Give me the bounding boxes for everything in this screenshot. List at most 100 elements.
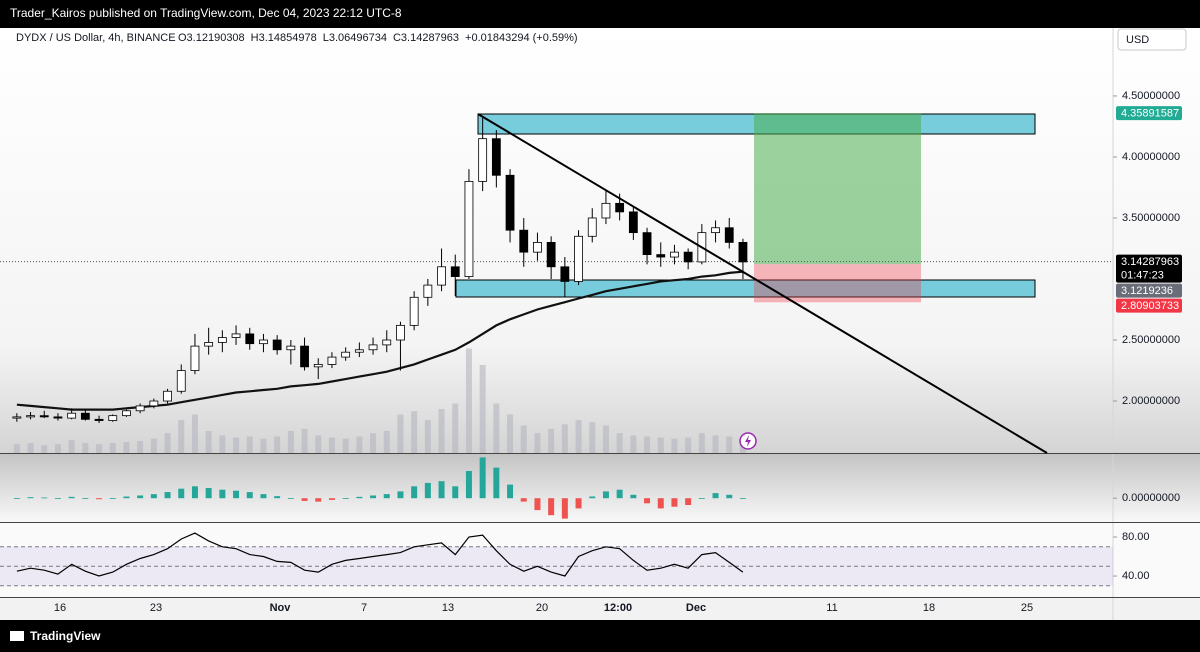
volume-bar xyxy=(465,348,472,453)
y-tick-label: 3.50000000 xyxy=(1122,212,1180,224)
brand: TradingView xyxy=(30,629,101,643)
candle-body xyxy=(245,333,255,345)
candle-body xyxy=(382,339,392,346)
volume-bar xyxy=(164,433,171,453)
candle-body xyxy=(176,370,186,392)
volume-bar xyxy=(274,436,281,453)
volume-bar xyxy=(561,424,568,453)
trend-line xyxy=(477,113,1048,454)
position-stop xyxy=(754,264,921,303)
macd-bar xyxy=(452,486,459,499)
candle-body xyxy=(683,251,693,263)
macd-bar xyxy=(356,496,363,499)
time-label: 18 xyxy=(923,602,935,614)
macd-bar xyxy=(82,498,89,499)
volume-bar xyxy=(109,443,116,453)
macd-bar xyxy=(602,491,609,499)
candle-body xyxy=(738,241,748,263)
volume-bar xyxy=(82,443,89,453)
price-label-bg xyxy=(1116,254,1182,283)
volume-bar xyxy=(27,443,34,453)
candle-body xyxy=(26,415,35,418)
volume-bar xyxy=(96,444,103,453)
candle-body xyxy=(724,227,734,243)
volume-bar xyxy=(452,403,459,453)
macd-bar xyxy=(712,493,719,499)
brand-logo xyxy=(10,631,24,641)
macd-bar xyxy=(644,498,651,504)
position-target xyxy=(754,113,921,265)
volume-bar xyxy=(191,414,198,453)
rsi-tick-label: 40.00 xyxy=(1122,570,1150,582)
event-icon-glyph xyxy=(745,435,751,447)
macd-bar xyxy=(137,495,144,499)
volume-bar xyxy=(520,425,527,453)
macd-bar xyxy=(41,497,48,499)
macd-bar xyxy=(287,498,294,499)
candle-body xyxy=(231,333,241,338)
candle-body xyxy=(450,266,460,277)
rsi-line xyxy=(16,532,744,577)
position-tool xyxy=(754,113,921,303)
candle-body xyxy=(519,229,529,253)
volume-bar xyxy=(534,433,541,453)
volume-bar xyxy=(137,440,144,453)
candle-body xyxy=(327,356,337,365)
candle-body xyxy=(122,410,131,417)
macd-bar xyxy=(616,489,623,499)
candle-body xyxy=(135,405,145,412)
main-layer xyxy=(0,113,1113,453)
macd-bar xyxy=(575,498,582,509)
macd-bar xyxy=(630,494,637,499)
y-tick-label: 2.50000000 xyxy=(1122,334,1180,346)
macd-bar xyxy=(671,498,678,507)
macd-bar xyxy=(507,484,514,499)
time-axis xyxy=(0,598,1200,620)
volume-bar xyxy=(328,437,335,453)
price-label-bg xyxy=(1116,298,1182,313)
price-label: 4.35891587 xyxy=(1121,108,1179,120)
candle-body xyxy=(574,235,583,282)
volume-bar xyxy=(630,435,637,453)
y-tick-label: 4.00000000 xyxy=(1122,151,1180,163)
candle-body xyxy=(313,364,323,368)
candle-body xyxy=(656,254,666,258)
macd-bar xyxy=(164,492,171,499)
currency-button[interactable] xyxy=(1117,28,1187,51)
volume-bar xyxy=(575,420,582,453)
candle-body xyxy=(300,345,309,368)
candle-body xyxy=(670,251,679,258)
candle-body xyxy=(423,284,433,298)
volume-bar xyxy=(150,438,157,453)
macd-bar xyxy=(479,457,486,499)
ohlc-value: +0.01843294 (+0.59%) xyxy=(465,32,578,44)
macd-bar xyxy=(383,494,390,499)
ohlc-value: O3.12190308 xyxy=(178,32,245,44)
ohlc-value: H3.14854978 xyxy=(251,32,317,44)
candle-body xyxy=(354,349,364,353)
time-label: 12:00 xyxy=(604,602,632,614)
macd-bar xyxy=(520,498,527,502)
candle-body xyxy=(149,400,159,407)
macd-pane xyxy=(0,454,1200,522)
y-tick-label: 4.50000000 xyxy=(1122,90,1180,102)
volume-bar xyxy=(644,436,651,453)
candle-body xyxy=(53,416,63,419)
macd-bar xyxy=(274,496,281,499)
macd-bar xyxy=(493,467,500,499)
macd-bar xyxy=(109,498,116,499)
candle-body xyxy=(437,266,446,286)
candle-body xyxy=(491,138,501,176)
time-label: 7 xyxy=(361,602,367,614)
volume-bar xyxy=(397,414,404,453)
volume-bar xyxy=(671,438,678,453)
candle-body xyxy=(533,241,542,253)
volume-bar xyxy=(685,437,692,453)
volume-bar xyxy=(315,435,322,453)
header-bar xyxy=(0,0,1200,28)
macd-bar xyxy=(424,482,431,499)
macd-bar xyxy=(397,491,404,499)
price-label: 3.1219236 xyxy=(1121,285,1173,297)
volume-bar xyxy=(698,433,705,453)
